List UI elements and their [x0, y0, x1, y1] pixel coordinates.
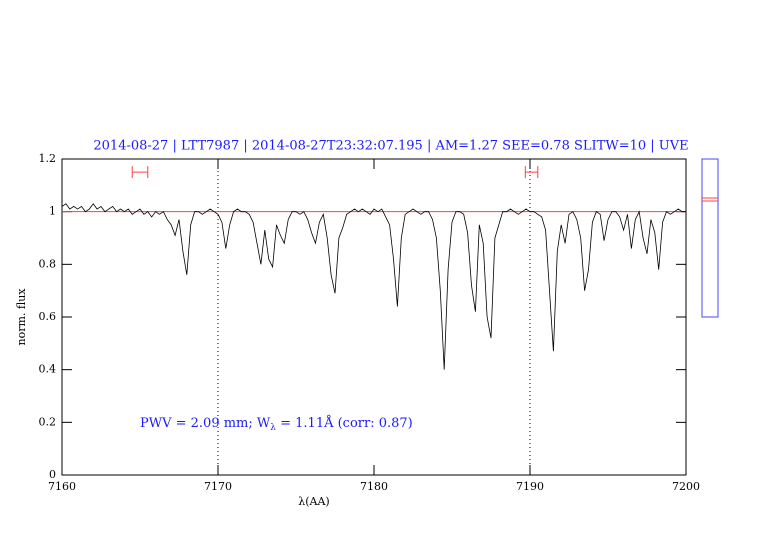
x-tick-label: 7190 [516, 480, 544, 493]
y-tick-label: 0.6 [39, 310, 57, 323]
chart-title: 2014-08-27 | LTT7987 | 2014-08-27T23:32:… [93, 139, 688, 154]
x-tick-label: 7170 [204, 480, 232, 493]
annotation-part: = 1.11Å (corr: 0.87) [276, 415, 413, 431]
annotation-sub: λ [270, 423, 276, 433]
x-axis-label: λ(AA) [298, 495, 329, 508]
spectrum-line [61, 203, 686, 370]
y-tick-label: 1.2 [39, 152, 57, 165]
x-tick-label: 7160 [48, 480, 76, 493]
y-tick-label: 1 [49, 205, 56, 218]
interval-marker [524, 166, 539, 179]
interval-marker [131, 166, 149, 179]
y-tick-label: 0.2 [39, 415, 57, 428]
y-axis-label: norm. flux [15, 288, 28, 346]
x-tick-label: 7180 [360, 480, 388, 493]
annotation: PWV = 2.09 mm; Wλ = 1.11Å (corr: 0.87) [140, 415, 413, 433]
y-tick-label: 0.4 [39, 363, 57, 376]
side-panel [701, 158, 719, 318]
x-tick-label: 7200 [672, 480, 700, 493]
y-tick-label: 0 [49, 468, 56, 481]
y-tick-label: 0.8 [39, 257, 57, 270]
annotation-part: PWV = 2.09 mm; W [140, 416, 271, 431]
